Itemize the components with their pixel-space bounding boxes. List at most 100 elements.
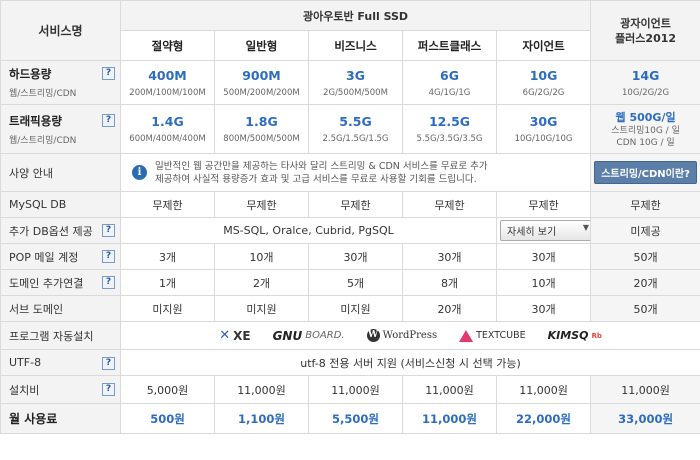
help-icon[interactable]: ?	[102, 249, 115, 263]
kimsq-logo-rb: Rb	[591, 331, 602, 340]
traffic-cell-side: 웹 500G/일 스트리밍10G / 일 CDN 10G / 일	[590, 104, 700, 154]
disk-detail: 200M/100M/100M	[129, 87, 206, 98]
streaming-cdn-button[interactable]: 스트리밍/CDN이란?	[594, 161, 697, 184]
disk-cell: 400M 200M/100M/100M	[120, 60, 215, 105]
monthly-cell: 1,100원	[214, 403, 309, 434]
info-icon: i	[132, 165, 147, 180]
disk-value: 10G	[529, 67, 558, 83]
domain-label: 도메인 추가연결	[9, 276, 84, 290]
monthly-row: 월 사용료 500원 1,100원 5,500원 11,000원 22,000원…	[0, 403, 700, 434]
monthly-cell-side: 33,000원	[590, 403, 700, 434]
disk-value: 6G	[440, 67, 459, 83]
gnuboard-logo: GNU BOARD.	[273, 329, 345, 343]
traffic-cell: 5.5G 2.5G/1.5G/1.5G	[308, 104, 403, 154]
domain-cell: 5개	[308, 269, 403, 296]
kimsq-logo-text: KIMSQ	[547, 329, 589, 342]
side-plan-name-line1: 광자이언트	[620, 16, 671, 30]
traffic-detail: 5.5G/3.5G/3.5G	[416, 134, 483, 144]
subdomain-cell: 20개	[402, 295, 497, 322]
side-plan-name-line2: 플러스2012	[615, 31, 677, 45]
traffic-sub-label: 웹/스트리밍/CDN	[9, 135, 77, 146]
spec-info: i 일반적인 웹 공간만을 제공하는 타사와 달리 스트리밍 & CDN 서비스…	[124, 160, 587, 186]
disk-value: 14G	[631, 67, 660, 83]
mysql-cell: 무제한	[120, 191, 215, 218]
traffic-label: 트래픽용량	[9, 113, 62, 128]
detail-view-select[interactable]: 자세히 보기 ▼	[500, 220, 590, 241]
domain-cell-side: 20개	[590, 269, 700, 296]
monthly-cell: 500원	[120, 403, 215, 434]
spec-row: 사양 안내 i 일반적인 웹 공간만을 제공하는 타사와 달리 스트리밍 & C…	[0, 153, 700, 192]
service-name-header: 서비스명	[0, 0, 121, 61]
header-row-top: 서비스명 광아우토반 Full SSD 광자이언트 플러스2012	[0, 0, 700, 61]
header-row-plans: 절약형 일반형 비즈니스 퍼스트클래스 자이언트	[1, 30, 700, 61]
install-logos: ✕ XE GNU BOARD. W WordPress TEXTCUBE KIMSQ R…	[124, 328, 697, 343]
domain-row: ? 도메인 추가연결 1개 2개 5개 8개 10개 20개	[0, 269, 700, 296]
wordpress-logo-text: WordPress	[382, 330, 438, 341]
setup-cell: 11,000원	[214, 375, 309, 404]
plan-header-business: 비즈니스	[308, 30, 403, 61]
mysql-cell: 무제한	[308, 191, 403, 218]
plan-header-economy: 절약형	[120, 30, 215, 61]
disk-row: ? 하드용량 웹/스트리밍/CDN 400M 200M/100M/100M 900…	[0, 60, 700, 105]
extra-db-select-cell: 자세히 보기 ▼	[495, 217, 592, 244]
textcube-logo-text: TEXTCUBE	[476, 330, 526, 341]
spec-info-cell: i 일반적인 웹 공간만을 제공하는 타사와 달리 스트리밍 & CDN 서비스…	[119, 153, 592, 192]
setup-row-header: ? 설치비	[0, 375, 121, 404]
traffic-value: 1.4G	[151, 114, 184, 129]
disk-value: 400M	[148, 67, 187, 83]
disk-detail: 4G/1G/1G	[428, 87, 471, 98]
help-icon[interactable]: ?	[102, 223, 115, 237]
xe-logo-text: XE	[233, 328, 251, 343]
spec-info-text: 일반적인 웹 공간만을 제공하는 타사와 달리 스트리밍 & CDN 서비스를 …	[155, 160, 488, 186]
plan-header-standard: 일반형	[214, 30, 309, 61]
traffic-detail-streaming: 스트리밍10G / 일	[611, 126, 680, 136]
gnuboard-logo-suffix: BOARD.	[305, 330, 345, 341]
subdomain-cell: 30개	[495, 295, 592, 322]
plan-header-giant: 자이언트	[495, 30, 592, 61]
chevron-down-icon: ▼	[582, 223, 589, 232]
help-icon[interactable]: ?	[102, 67, 115, 80]
traffic-detail-cdn: CDN 10G / 일	[616, 138, 675, 148]
help-icon[interactable]: ?	[102, 275, 115, 289]
spec-row-header: 사양 안내	[0, 153, 121, 192]
install-row: 프로그램 자동설치 ✕ XE GNU BOARD. W WordPress TEXTC…	[0, 321, 700, 350]
subdomain-row-header: 서브 도메인	[0, 295, 121, 322]
help-icon[interactable]: ?	[102, 113, 115, 127]
setup-cell: 5,000원	[120, 375, 215, 404]
subdomain-cell: 미지원	[214, 295, 309, 322]
traffic-cell: 12.5G 5.5G/3.5G/3.5G	[402, 104, 497, 154]
gnuboard-logo-text: GNU	[272, 328, 303, 343]
utf8-label: UTF-8	[9, 355, 42, 369]
pop-label: POP 메일 계정	[9, 250, 79, 264]
pop-cell-side: 50개	[590, 243, 700, 270]
mysql-row: MySQL DB 무제한 무제한 무제한 무제한 무제한 무제한	[0, 191, 700, 218]
disk-detail: 10G/2G/2G	[622, 87, 670, 98]
domain-cell: 8개	[402, 269, 497, 296]
mysql-cell-side: 무제한	[590, 191, 700, 218]
disk-row-header: ? 하드용량 웹/스트리밍/CDN	[0, 60, 121, 105]
pop-cell: 3개	[120, 243, 215, 270]
mysql-cell: 무제한	[495, 191, 592, 218]
install-logos-cell: ✕ XE GNU BOARD. W WordPress TEXTCUBE KIMSQ R…	[119, 321, 700, 350]
pop-row-header: ? POP 메일 계정	[0, 243, 121, 270]
setup-cell: 11,000원	[402, 375, 497, 404]
disk-cell: 10G 6G/2G/2G	[495, 60, 592, 105]
wordpress-mark-icon: W	[366, 329, 380, 342]
disk-label: 하드용량	[9, 67, 52, 81]
disk-value: 900M	[242, 67, 281, 83]
help-icon[interactable]: ?	[102, 356, 115, 370]
domain-cell: 10개	[495, 269, 592, 296]
wordpress-logo: W WordPress	[366, 329, 438, 342]
pop-cell: 30개	[495, 243, 592, 270]
mysql-cell: 무제한	[402, 191, 497, 218]
spec-info-line: 제공하여 사실적 용량증가 효과 및 고급 서비스를 무료로 사용할 기회를 드…	[155, 173, 477, 185]
disk-sub-label: 웹/스트리밍/CDN	[9, 89, 77, 99]
mysql-row-header: MySQL DB	[0, 191, 121, 218]
plan-header-first-class: 퍼스트클래스	[402, 30, 497, 61]
monthly-cell: 22,000원	[495, 403, 592, 434]
monthly-label: 월 사용료	[9, 412, 58, 426]
subdomain-label: 서브 도메인	[9, 302, 64, 316]
domain-row-header: ? 도메인 추가연결	[0, 269, 121, 296]
help-icon[interactable]: ?	[102, 382, 115, 396]
pop-row: ? POP 메일 계정 3개 10개 30개 30개 30개 50개	[0, 243, 700, 270]
